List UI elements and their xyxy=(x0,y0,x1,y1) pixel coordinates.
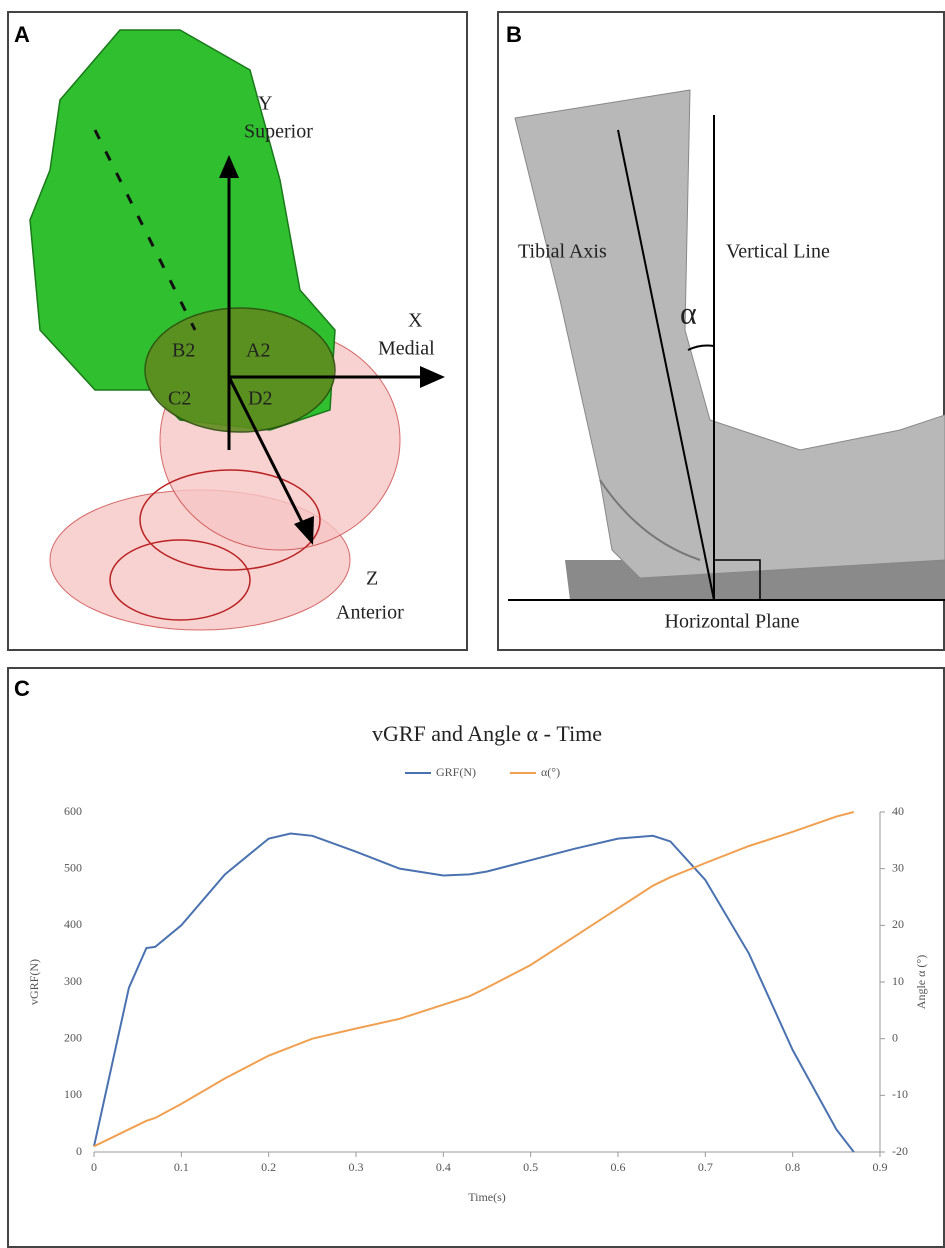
region-label: B2 xyxy=(172,340,195,362)
y-axis-label: vGRF(N) xyxy=(27,959,41,1005)
x-tick-label: 0.6 xyxy=(611,1160,626,1174)
axis-name: Anterior xyxy=(336,602,404,624)
y2-tick-label: 0 xyxy=(892,1030,898,1044)
x-tick-label: 0.1 xyxy=(174,1160,189,1174)
y-tick-label: 200 xyxy=(64,1030,82,1044)
axis-label: X xyxy=(408,310,423,332)
axis-name: Medial xyxy=(378,338,435,360)
y-tick-label: 500 xyxy=(64,860,82,874)
figure: A Y Superior X Medial Z Anterior B2 A2 C… xyxy=(0,0,945,1248)
panel-label: A xyxy=(14,22,30,47)
y2-tick-label: 30 xyxy=(892,860,904,874)
x-tick-label: 0.8 xyxy=(785,1160,800,1174)
region-label: A2 xyxy=(246,340,270,362)
angle-label: α xyxy=(680,294,697,330)
x-tick-label: 0.5 xyxy=(523,1160,538,1174)
chart-title: vGRF and Angle α - Time xyxy=(372,721,602,746)
y-tick-label: 0 xyxy=(76,1144,82,1158)
y2-tick-label: -20 xyxy=(892,1144,908,1158)
x-tick-label: 0.9 xyxy=(873,1160,888,1174)
panel-label: B xyxy=(506,22,522,47)
x-tick-label: 0 xyxy=(91,1160,97,1174)
line-label: Vertical Line xyxy=(726,241,830,263)
panel-label: C xyxy=(14,676,30,701)
axis-label: Y xyxy=(258,93,272,115)
x-tick-label: 0.2 xyxy=(261,1160,276,1174)
y-tick-label: 600 xyxy=(64,804,82,818)
y-tick-label: 300 xyxy=(64,974,82,988)
x-tick-label: 0.4 xyxy=(436,1160,451,1174)
y-tick-label: 400 xyxy=(64,917,82,931)
y2-axis-label: Angle α (°) xyxy=(914,955,928,1009)
region-label: D2 xyxy=(248,388,272,410)
y2-tick-label: 10 xyxy=(892,974,904,988)
y-tick-label: 100 xyxy=(64,1087,82,1101)
plane-label: Horizontal Plane xyxy=(665,611,800,633)
y2-tick-label: -10 xyxy=(892,1087,908,1101)
y2-tick-label: 40 xyxy=(892,804,904,818)
line-label: Tibial Axis xyxy=(518,241,607,263)
axis-name: Superior xyxy=(244,121,313,143)
y2-tick-label: 20 xyxy=(892,917,904,931)
x-tick-label: 0.7 xyxy=(698,1160,713,1174)
legend-label: GRF(N) xyxy=(436,765,476,779)
x-axis-label: Time(s) xyxy=(468,1190,506,1204)
x-tick-label: 0.3 xyxy=(349,1160,364,1174)
axis-label: Z xyxy=(366,568,378,590)
legend-label: α(°) xyxy=(541,765,560,779)
region-label: C2 xyxy=(168,388,191,410)
panel-c-frame xyxy=(8,668,944,1247)
